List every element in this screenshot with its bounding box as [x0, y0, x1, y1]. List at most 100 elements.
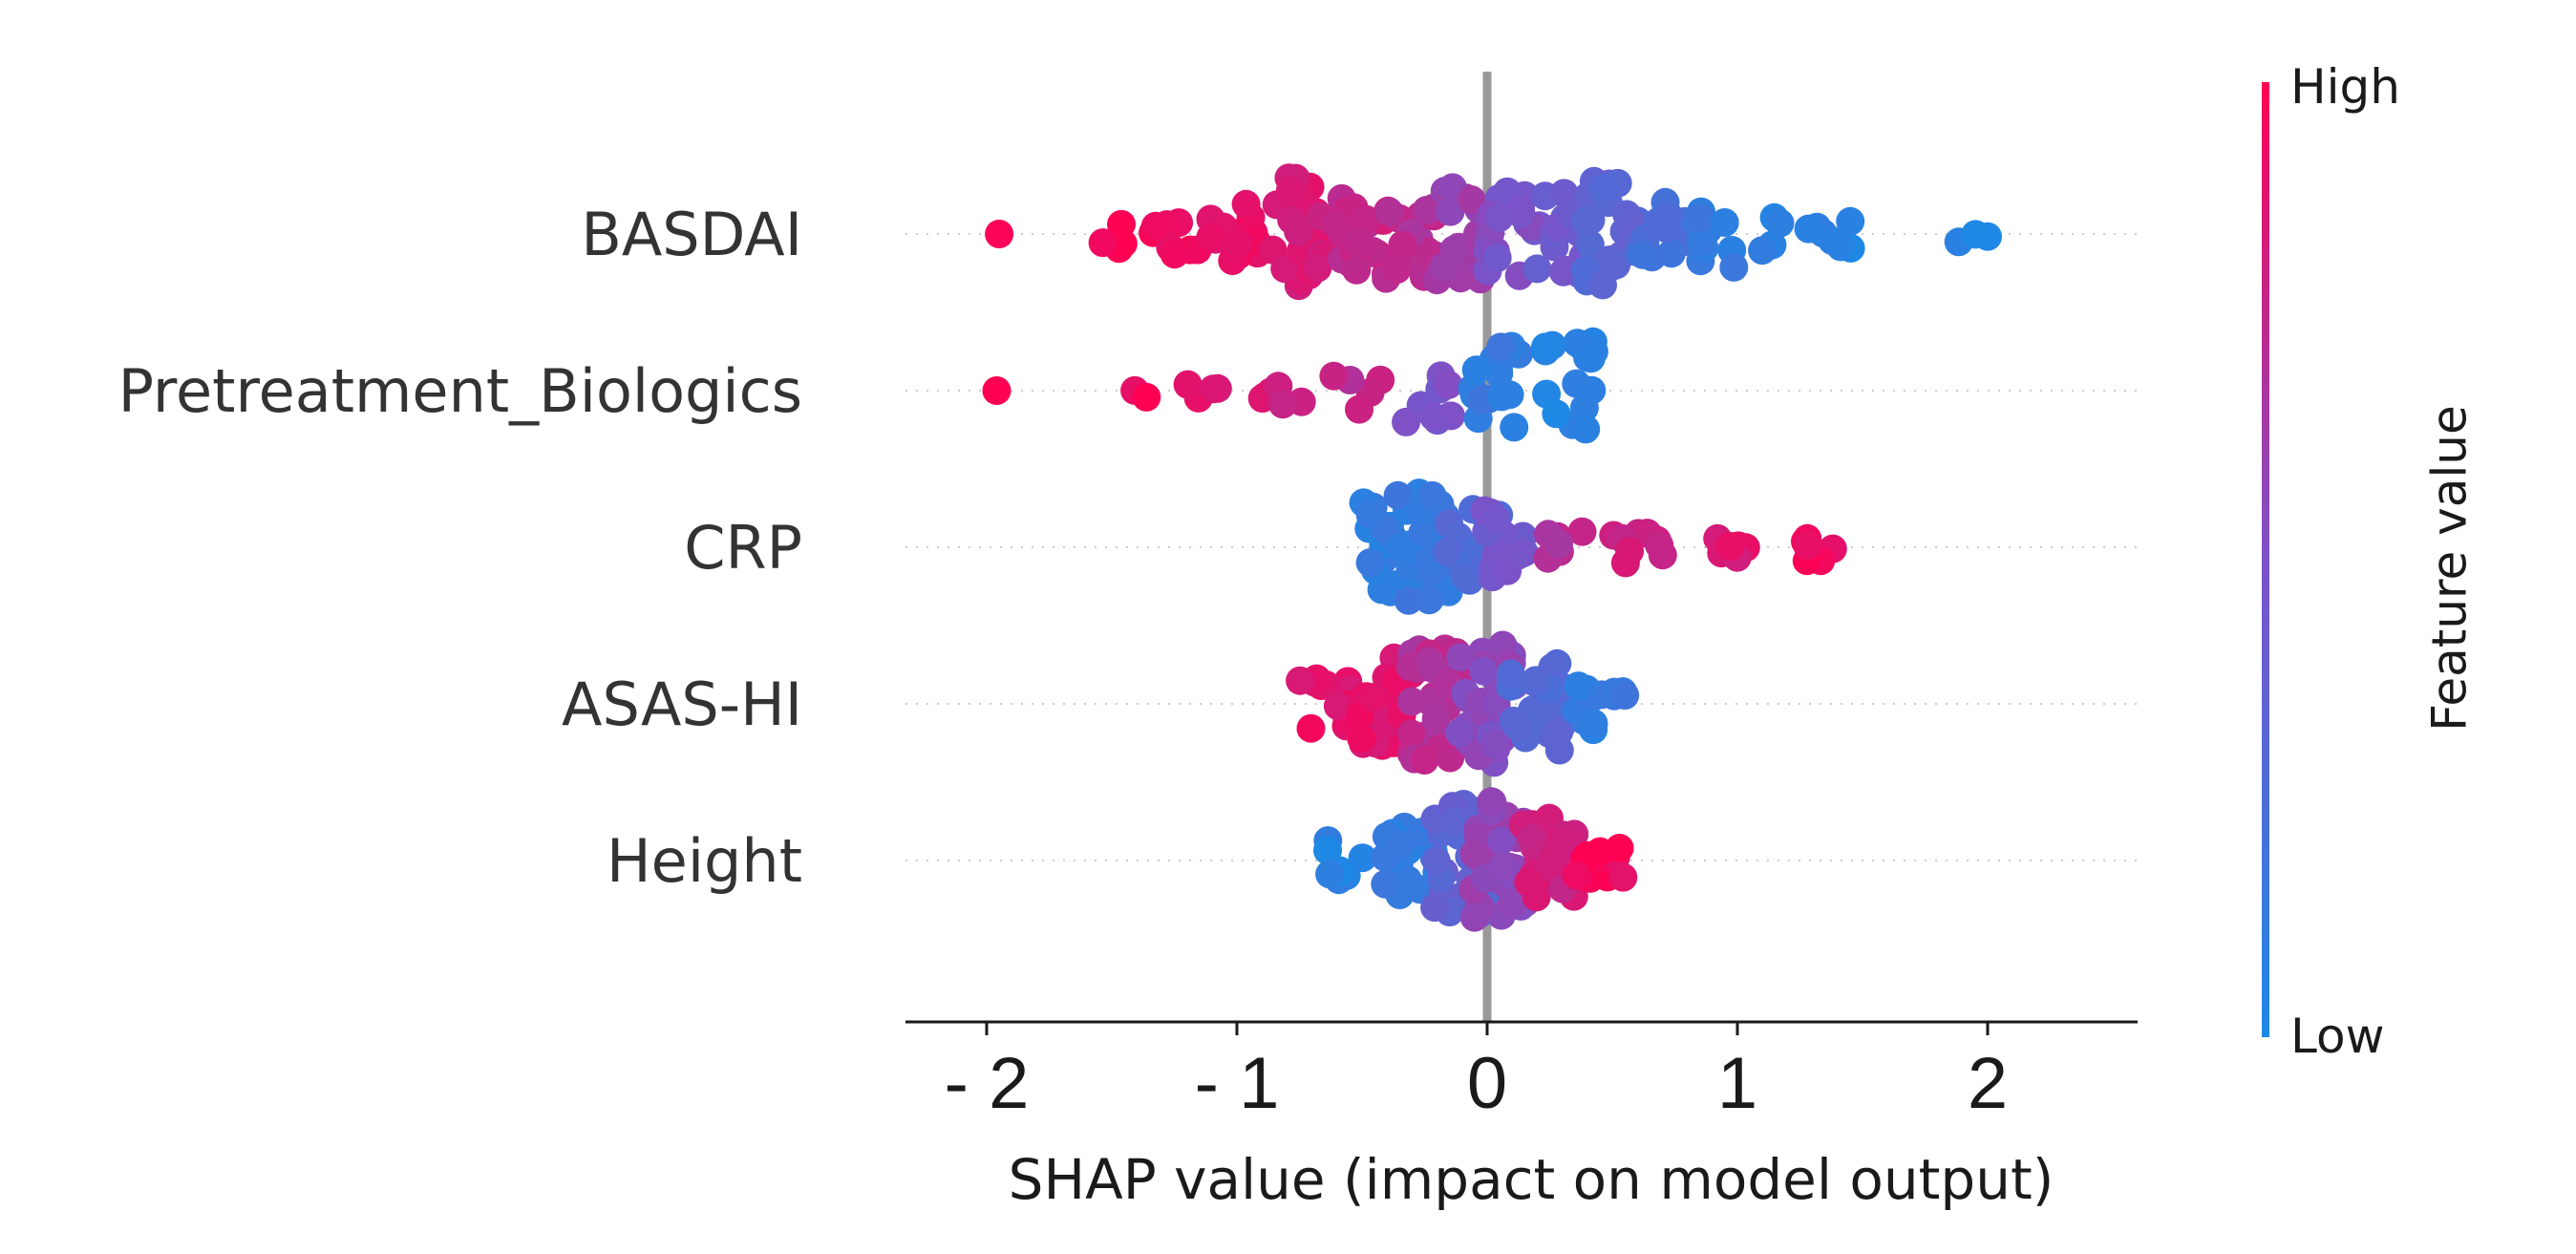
- data-point: [1088, 228, 1118, 258]
- data-point: [1588, 270, 1617, 300]
- data-point: [1303, 253, 1332, 283]
- data-point: [1461, 355, 1491, 385]
- data-point: [1457, 185, 1486, 215]
- data-point: [1132, 382, 1161, 412]
- data-point: [1446, 643, 1476, 672]
- data-point: [1355, 548, 1385, 578]
- data-point: [1478, 787, 1507, 817]
- data-point: [1537, 848, 1566, 878]
- data-point: [1344, 227, 1373, 257]
- data-point: [1656, 239, 1686, 268]
- data-point: [1685, 203, 1714, 232]
- data-point: [1487, 382, 1517, 412]
- data-point: [1268, 390, 1297, 419]
- data-point: [1481, 504, 1511, 534]
- x-axis: - 2 - 1 0 1 2 SHAP value (impact on model ou…: [905, 1020, 2138, 1212]
- data-point: [1319, 361, 1349, 391]
- data-point: [1223, 229, 1252, 259]
- data-point: [1486, 332, 1516, 362]
- feature-label: Pretreatment_Biologics: [118, 356, 802, 426]
- x-tick-label: 0: [1467, 1043, 1507, 1124]
- data-point: [1575, 230, 1605, 260]
- x-ticks: - 2 - 1 0 1 2: [945, 1022, 2008, 1124]
- data-point: [1386, 830, 1416, 860]
- data-point: [1629, 240, 1658, 269]
- data-point: [1608, 862, 1638, 892]
- data-point: [1417, 480, 1447, 510]
- data-point: [1348, 843, 1377, 873]
- colorbar-title: Feature value: [2422, 405, 2478, 731]
- data-point: [1793, 531, 1822, 561]
- data-point: [1765, 208, 1795, 238]
- feature-labels: BASDAI Pretreatment_Biologics CRP ASAS-HI He…: [118, 200, 802, 896]
- data-point: [1562, 861, 1591, 890]
- data-point: [1567, 517, 1597, 546]
- data-point: [1421, 846, 1451, 875]
- data-point: [1436, 743, 1465, 773]
- data-point: [1484, 202, 1514, 232]
- data-point: [1313, 836, 1342, 865]
- x-tick-label: 1: [1717, 1043, 1757, 1124]
- data-point: [1394, 585, 1423, 615]
- data-point: [1961, 220, 1991, 249]
- data-point: [1480, 730, 1510, 759]
- data-point: [1586, 837, 1615, 866]
- colorbar-high-label: High: [2290, 59, 2400, 115]
- data-point: [1500, 413, 1529, 442]
- data-point: [1383, 480, 1413, 510]
- data-point: [1564, 671, 1593, 701]
- data-point: [1514, 867, 1543, 897]
- data-point: [1544, 529, 1573, 559]
- data-point: [1482, 243, 1512, 272]
- data-point: [1388, 230, 1417, 260]
- data-point: [1440, 806, 1469, 836]
- data-point: [1576, 205, 1606, 235]
- data-point: [1419, 402, 1448, 432]
- data-point: [1588, 173, 1618, 202]
- data-point: [1517, 823, 1546, 853]
- data-point: [1719, 252, 1749, 282]
- data-point: [1160, 240, 1189, 269]
- data-point: [1571, 414, 1601, 444]
- data-point: [1602, 250, 1631, 280]
- x-tick-label: 2: [1968, 1043, 2008, 1124]
- data-point: [1385, 533, 1415, 563]
- data-point: [1433, 537, 1462, 566]
- data-point: [1469, 656, 1499, 686]
- data-point: [1415, 585, 1444, 615]
- data-point: [1420, 893, 1450, 923]
- data-point: [1374, 197, 1404, 226]
- data-point: [1231, 189, 1261, 219]
- data-point: [1488, 852, 1518, 882]
- data-point: [1818, 226, 1847, 256]
- data-point: [1108, 229, 1138, 259]
- data-point: [1748, 236, 1778, 266]
- colorbar: High Low Feature value: [2262, 59, 2478, 1064]
- data-point: [1498, 889, 1527, 919]
- data-point: [1410, 746, 1439, 775]
- data-point: [1445, 718, 1475, 748]
- data-point: [1396, 719, 1426, 749]
- data-point: [1173, 370, 1203, 399]
- data-point: [1355, 499, 1385, 529]
- data-point: [1577, 375, 1607, 405]
- data-point: [1315, 860, 1345, 889]
- data-point: [982, 376, 1011, 405]
- colorbar-gradient: [2262, 82, 2269, 1037]
- data-point: [1347, 724, 1376, 754]
- data-point: [1436, 197, 1465, 226]
- data-point: [1544, 716, 1574, 746]
- feature-label: BASDAI: [581, 200, 802, 269]
- data-point: [1342, 255, 1372, 285]
- data-point: [1542, 399, 1571, 429]
- data-point: [1484, 358, 1514, 388]
- data-point: [1522, 254, 1552, 284]
- data-point: [1715, 532, 1745, 561]
- data-point: [1408, 519, 1437, 548]
- feature-label: Height: [607, 826, 802, 896]
- data-point: [1140, 211, 1170, 241]
- data-point: [1352, 204, 1381, 234]
- x-tick-label: - 2: [945, 1043, 1030, 1124]
- colorbar-low-label: Low: [2290, 1009, 2384, 1064]
